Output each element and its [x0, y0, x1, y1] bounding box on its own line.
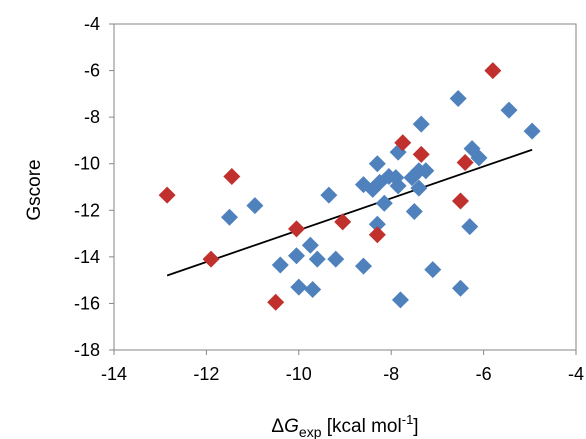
data-point-series-2: [267, 293, 285, 311]
data-point-series-2: [412, 145, 430, 163]
axis-ticks: -14 -12 -10 -8 -6 -4 -18 -16 -14 -12 -10 -8 -6 -4: [74, 14, 584, 384]
y-tick-label: -8: [84, 107, 100, 127]
x-tick-label: -6: [476, 364, 492, 384]
data-point-series-2: [158, 186, 176, 204]
data-point-series-1: [368, 155, 386, 173]
data-point-series-2: [456, 154, 474, 172]
data-point-series-2: [202, 250, 220, 268]
x-axis-title: ΔGexp [kcal mol-1]: [271, 412, 418, 439]
data-point-series-2: [484, 62, 502, 80]
data-point-series-1: [410, 179, 428, 197]
x-axis-title-close: ]: [413, 416, 418, 437]
data-point-series-1: [470, 149, 488, 167]
data-point-series-2: [394, 134, 412, 152]
plot-area: [113, 23, 577, 351]
x-tick-label: -12: [193, 364, 219, 384]
data-point-series-1: [375, 194, 393, 212]
data-point-series-1: [500, 101, 518, 119]
y-tick-label: -6: [84, 61, 100, 81]
data-point-series-1: [271, 256, 289, 274]
x-axis-title-sub: exp: [299, 424, 322, 439]
data-point-series-1: [287, 247, 305, 265]
data-point-series-2: [223, 168, 241, 186]
data-point-series-1: [424, 261, 442, 279]
x-axis-title-unit: [kcal mol: [321, 416, 401, 437]
data-point-series-1: [452, 279, 469, 297]
x-axis-title-prefix: Δ: [271, 416, 284, 437]
y-tick-label: -18: [74, 340, 100, 360]
data-point-series-1: [368, 215, 386, 233]
data-point-series-1: [449, 90, 467, 108]
data-point-series-1: [391, 291, 409, 309]
y-axis-title: Gscore: [24, 159, 45, 220]
y-tick-label: -12: [74, 200, 100, 220]
data-point-series-1: [221, 208, 238, 226]
x-axis-title-italic: G: [284, 416, 299, 437]
x-axis-title-sup: -1: [402, 412, 414, 427]
data-points: [158, 62, 541, 311]
y-tick-label: -16: [74, 293, 100, 313]
x-tick-label: -14: [101, 364, 127, 384]
data-point-series-2: [287, 220, 305, 238]
data-point-series-1: [412, 115, 430, 133]
trendline-layer: [166, 148, 533, 277]
data-point-series-1: [354, 257, 372, 275]
data-point-series-1: [523, 122, 541, 140]
x-tick-label: -4: [568, 364, 584, 384]
data-point-series-1: [246, 197, 264, 215]
data-point-series-1: [308, 250, 326, 268]
data-point-series-1: [461, 218, 479, 236]
data-point-series-1: [389, 177, 407, 195]
data-point-series-1: [417, 162, 435, 180]
data-point-series-1: [405, 202, 423, 220]
data-point-series-2: [334, 213, 352, 231]
y-tick-label: -10: [74, 154, 100, 174]
data-point-series-2: [368, 226, 386, 244]
data-point-series-1: [327, 250, 345, 268]
data-point-series-2: [452, 192, 469, 210]
data-point-series-1: [290, 278, 308, 296]
data-point-series-1: [320, 186, 338, 204]
data-point-series-1: [304, 280, 322, 298]
data-point-series-1: [301, 236, 319, 254]
trendline: [166, 148, 533, 277]
x-tick-label: -10: [286, 364, 312, 384]
y-tick-label: -4: [84, 14, 100, 34]
x-tick-label: -8: [383, 364, 399, 384]
plot-border: [113, 23, 577, 351]
y-tick-label: -14: [74, 247, 100, 267]
